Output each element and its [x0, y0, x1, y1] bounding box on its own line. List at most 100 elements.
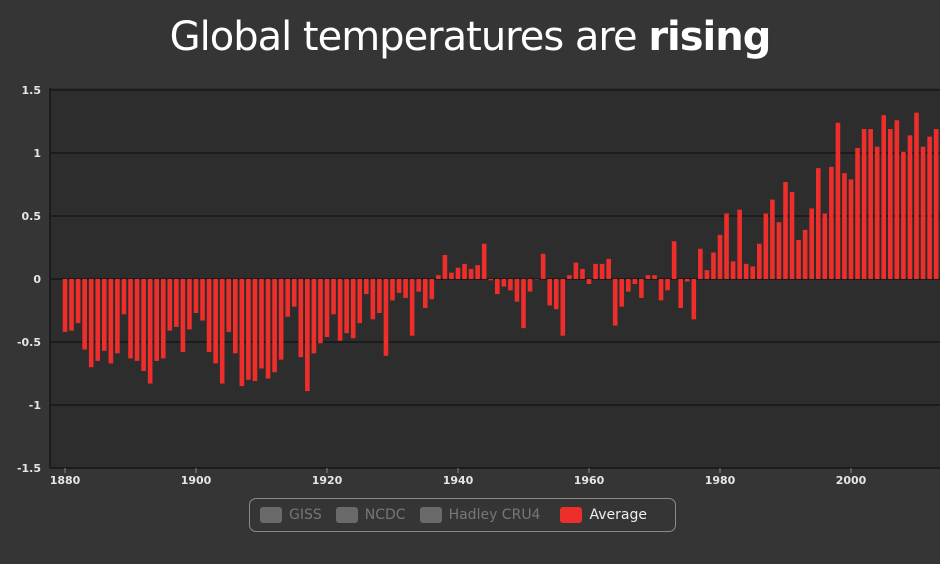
- bar: [495, 279, 500, 295]
- bar: [671, 241, 677, 279]
- bar: [206, 279, 212, 353]
- bar: [534, 279, 539, 280]
- bar: [540, 253, 546, 279]
- bar: [350, 279, 356, 339]
- x-tick-label: 2000: [836, 474, 867, 487]
- bar: [403, 279, 408, 298]
- bar: [141, 279, 146, 371]
- bar: [272, 279, 277, 373]
- y-tick-label: -1.5: [17, 462, 41, 475]
- y-tick-label: -1: [29, 399, 41, 412]
- y-tick-label: 0: [33, 273, 41, 286]
- bar: [233, 279, 238, 354]
- bar: [874, 146, 880, 279]
- bar: [599, 263, 605, 279]
- bar: [809, 208, 814, 279]
- bar: [364, 279, 369, 295]
- bar: [619, 279, 625, 307]
- bar: [462, 263, 467, 279]
- bar: [377, 279, 382, 314]
- bar: [724, 213, 729, 279]
- bar: [553, 279, 559, 310]
- title-bold: rising: [648, 14, 771, 60]
- bar: [252, 279, 258, 382]
- bar: [396, 279, 402, 293]
- legend-item-average[interactable]: Average: [560, 507, 647, 523]
- bar: [567, 275, 572, 279]
- bar: [468, 268, 474, 279]
- bar: [167, 279, 173, 331]
- bar: [560, 279, 566, 336]
- y-tick-label: 1.5: [22, 84, 42, 97]
- legend-label: GISS: [289, 507, 322, 523]
- bar: [429, 279, 435, 300]
- bar: [770, 199, 775, 279]
- bar: [894, 120, 900, 280]
- bar: [508, 279, 513, 291]
- bar: [436, 275, 441, 279]
- bar: [586, 279, 592, 285]
- bar: [678, 279, 683, 308]
- bar: [632, 279, 638, 285]
- x-tick-label: 1880: [50, 474, 81, 487]
- bar: [626, 279, 631, 292]
- legend-item-giss[interactable]: GISS: [260, 507, 322, 523]
- bar: [933, 129, 939, 279]
- bar: [645, 275, 651, 279]
- bar: [783, 181, 788, 279]
- bar: [612, 279, 618, 326]
- bar: [154, 279, 159, 361]
- chart-title: Global temperatures are rising: [0, 14, 940, 60]
- bar: [108, 279, 114, 364]
- bar: [822, 213, 828, 279]
- bar: [730, 261, 736, 279]
- bar: [383, 279, 389, 356]
- bar: [134, 279, 140, 361]
- x-tick-label: 1900: [181, 474, 212, 487]
- bar: [698, 248, 703, 279]
- legend: GISS NCDC Hadley CRU4 Average: [249, 498, 676, 532]
- bar: [901, 151, 906, 279]
- bar: [665, 279, 670, 291]
- bar: [776, 222, 782, 279]
- bar: [344, 279, 349, 334]
- bar: [422, 279, 428, 308]
- legend-swatch: [560, 507, 583, 523]
- legend-label: NCDC: [364, 507, 406, 523]
- bar: [259, 279, 264, 369]
- bar: [219, 279, 225, 384]
- bar: [861, 129, 867, 279]
- bar: [573, 262, 579, 279]
- bar: [514, 279, 520, 302]
- bar: [213, 279, 218, 364]
- bar: [691, 279, 697, 320]
- bar: [717, 234, 723, 279]
- bar: [829, 166, 834, 279]
- bar: [593, 263, 598, 279]
- bar: [239, 279, 245, 387]
- bar: [920, 146, 926, 279]
- bar: [501, 279, 507, 287]
- legend-item-hadley-cru4[interactable]: Hadley CRU4: [419, 507, 541, 523]
- bar: [409, 279, 415, 336]
- legend-item-ncdc[interactable]: NCDC: [335, 507, 406, 523]
- legend-label: Hadley CRU4: [448, 507, 541, 523]
- y-tick-label: 1: [33, 147, 41, 160]
- bar: [102, 279, 107, 351]
- bar: [455, 267, 461, 279]
- bar: [69, 279, 74, 331]
- bar: [291, 279, 297, 307]
- bar: [763, 213, 769, 279]
- bar: [914, 112, 919, 280]
- bar: [750, 266, 756, 279]
- bar: [147, 279, 153, 384]
- bar: [390, 279, 395, 301]
- bar: [226, 279, 232, 332]
- bar: [481, 243, 487, 279]
- bar: [704, 270, 710, 279]
- bar: [888, 129, 893, 279]
- bar: [488, 279, 494, 281]
- bar: [842, 173, 847, 279]
- y-tick-label: 0.5: [22, 210, 42, 223]
